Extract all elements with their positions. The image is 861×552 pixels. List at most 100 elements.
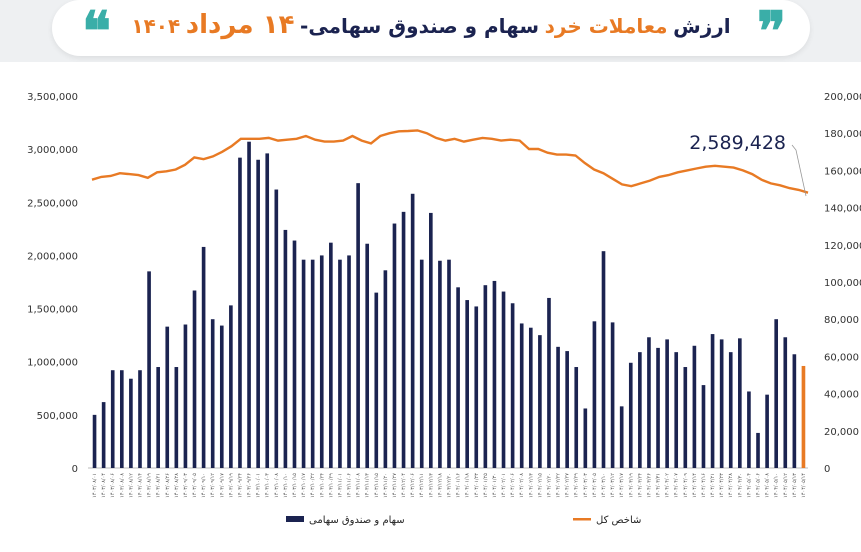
x-tick-label: ۱۴۰۴/۰۲/۲۰ (546, 473, 552, 498)
close-quote-icon: ❞ (756, 0, 786, 63)
x-tick-label: ۱۴۰۴/۰۱/۱۶ (456, 473, 462, 498)
x-tick-label: ۱۴۰۳/۱۲/۱۳ (428, 473, 434, 498)
x-tick-label: ۱۴۰۳/۰۸/۲۶ (165, 473, 171, 498)
chart-svg: 0 500,000 1,000,000 1,500,000 2,000,000 2,500… (27, 92, 861, 526)
right-tick-label: 80,000 (824, 315, 859, 326)
x-tick-label: ۱۴۰۴/۰۵/۰۸ (765, 473, 771, 498)
bar (356, 183, 360, 468)
bar (110, 370, 115, 468)
bar (319, 255, 324, 468)
x-tick-label: ۱۴۰۳/۰۹/۱۹ (228, 473, 234, 498)
bar (219, 325, 224, 468)
x-tick-label: ۱۴۰۴/۰۴/۲۸ (728, 473, 734, 498)
x-tick-label: ۱۴۰۴/۰۴/۰۷ (674, 473, 680, 498)
bar (365, 243, 370, 468)
bar (656, 347, 660, 468)
bar (447, 259, 451, 468)
bar (283, 229, 288, 468)
x-tick-label: ۱۴۰۴/۰۲/۰۱ (501, 473, 507, 498)
x-tick-label: ۱۴۰۳/۰۹/۱۰ (201, 473, 207, 498)
bar (392, 223, 397, 468)
x-tick-label: ۱۴۰۴/۰۲/۱۵ (537, 473, 543, 498)
x-tick-label: ۱۴۰۳/۰۹/۱۲ (210, 473, 216, 498)
left-tick-label: 2,500,000 (27, 198, 78, 209)
bar (210, 319, 215, 468)
bar (628, 362, 633, 468)
x-tick-label: ۱۴۰۳/۱۰/۰۱ (256, 473, 262, 498)
bar (274, 189, 279, 468)
title-part-4: ۱۴ مرداد (185, 10, 295, 40)
bar (510, 303, 515, 468)
bar (165, 326, 170, 468)
bar (119, 370, 124, 468)
x-tick-label: ۱۴۰۴/۰۳/۰۳ (583, 473, 589, 498)
left-tick-label: 2,000,000 (27, 251, 78, 262)
x-tick-label: ۱۴۰۳/۱۰/۰۸ (274, 473, 280, 498)
bar (610, 322, 615, 468)
x-tick-label: ۱۴۰۴/۰۴/۳۰ (737, 473, 743, 498)
bar (528, 327, 533, 468)
last-value-label: 2,589,428 (689, 132, 786, 154)
bar (383, 270, 388, 468)
bar (592, 321, 597, 468)
bar (719, 339, 724, 468)
bar (247, 141, 251, 468)
x-tick-label: ۱۴۰۴/۰۴/۱۶ (701, 473, 707, 498)
x-tick-label: ۱۴۰۴/۰۲/۱۳ (528, 473, 534, 498)
bar (738, 338, 742, 468)
x-tick-label: ۱۴۰۴/۰۵/۰۶ (756, 473, 762, 498)
x-tick-label: ۱۴۰۴/۰۴/۲۳ (719, 473, 725, 498)
bar (347, 255, 351, 468)
bar (601, 251, 606, 468)
x-tick-label: ۱۴۰۳/۱۲/۱۸ (437, 473, 443, 498)
bar (329, 242, 333, 468)
bar (783, 337, 788, 468)
bar (156, 367, 160, 468)
x-tick-label: ۱۴۰۴/۰۵/۰۴ (746, 473, 752, 498)
open-quote-icon: ❝ (82, 0, 112, 63)
x-tick-label: ۱۴۰۴/۰۳/۲۶ (646, 473, 652, 498)
x-tick-label: ۱۴۰۳/۱۱/۲۷ (392, 473, 398, 498)
x-tick-label: ۱۴۰۳/۱۰/۲۴ (319, 473, 325, 498)
bar (483, 285, 488, 468)
legend-swatch-line (573, 518, 591, 521)
right-tick-label: 40,000 (824, 390, 859, 401)
x-tick-label: ۱۴۰۴/۰۱/۲۳ (474, 473, 480, 498)
bar (519, 323, 524, 468)
left-tick-label: 500,000 (37, 411, 78, 422)
bar (410, 193, 415, 469)
x-tick-label: ۱۴۰۳/۱۰/۱۰ (283, 473, 289, 498)
x-tick-label: ۱۴۰۳/۰۹/۲۴ (237, 473, 243, 498)
bar (256, 159, 260, 468)
bar (710, 334, 715, 468)
title-part-1: ارزش (673, 14, 731, 38)
bar (565, 351, 569, 468)
left-tick-label: 1,000,000 (27, 358, 78, 369)
bar (419, 259, 424, 468)
x-tick-label: ۱۴۰۳/۱۲/۰۴ (401, 473, 407, 498)
x-tick-label: ۱۴۰۴/۰۴/۰۲ (665, 473, 671, 498)
title-part-3: سهام و صندوق سهامی- (300, 14, 540, 38)
bar (765, 394, 769, 468)
x-tick-label: ۱۴۰۳/۱۱/۱۳ (365, 473, 371, 498)
x-tick-label: ۱۴۰۳/۱۲/۲۰ (447, 473, 453, 498)
x-tick-label: ۱۴۰۳/۰۹/۰۵ (192, 473, 198, 498)
x-tick-label: ۱۴۰۳/۱۱/۰۶ (347, 473, 353, 498)
left-tick-label: 1,500,000 (27, 305, 78, 316)
x-tick-label: ۱۴۰۳/۰۸/۰۱ (92, 473, 98, 498)
bar (556, 346, 560, 468)
bar (465, 300, 469, 468)
bar (174, 367, 179, 468)
legend-swatch-bars (286, 516, 304, 522)
x-tick-label: ۱۴۰۳/۱۰/۲۲ (310, 473, 316, 498)
bar (129, 378, 133, 468)
x-tick-label: ۱۴۰۳/۱۰/۱۷ (301, 473, 307, 498)
x-tick-label: ۱۴۰۴/۰۵/۱۳ (792, 473, 798, 498)
x-tick-label: ۱۴۰۴/۰۱/۲۵ (483, 473, 489, 498)
right-tick-label: 200,000 (824, 92, 861, 103)
x-tick-label: ۱۴۰۳/۱۰/۲۹ (328, 473, 334, 498)
x-tick-label: ۱۴۰۴/۰۳/۱۹ (628, 473, 634, 498)
right-tick-label: 140,000 (824, 204, 861, 215)
chart-panel: 0 500,000 1,000,000 1,500,000 2,000,000 2,500… (0, 62, 861, 552)
bar (310, 259, 315, 468)
